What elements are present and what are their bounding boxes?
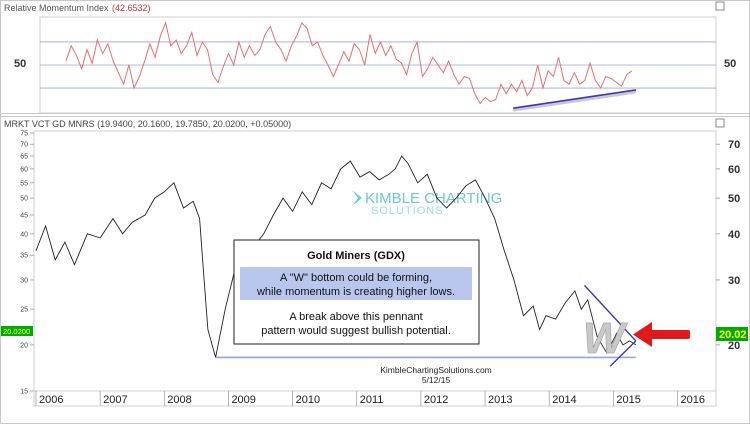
x-axis-label: 2015 — [616, 394, 640, 406]
x-axis-label: 2014 — [552, 394, 576, 406]
price-left-axis: 75 70 65 60 55 50 45 40 35 30 25 20 15 — [20, 131, 34, 396]
watermark-logo: KIMBLE CHARTING SOLUTIONS — [352, 190, 502, 217]
rmi-title: Relative Momentum Index — [4, 3, 109, 13]
left-axis-label: 65 — [20, 154, 28, 161]
right-axis-label: 70 — [728, 139, 740, 151]
x-axis-label: 2009 — [231, 394, 255, 406]
left-axis-label: 35 — [20, 253, 28, 260]
rmi-reference-lines — [40, 41, 716, 89]
left-axis-label: 20 — [20, 342, 28, 349]
left-axis-label: 75 — [20, 131, 28, 138]
annotation-body-line2: pattern would suggest bullish potential. — [261, 325, 451, 337]
annotation-box: Gold Miners (GDX) A "W" bottom could be … — [233, 239, 480, 345]
right-axis-label: 60 — [728, 164, 740, 176]
x-axis-label: 2012 — [424, 394, 448, 406]
x-axis-label: 2011 — [360, 394, 384, 406]
price-header: MRKT VCT GD MNRS (19.9400, 20.1600, 19.7… — [4, 119, 291, 129]
right-axis-label: 50 — [728, 193, 740, 205]
left-price-tag-text: 20.0200 — [3, 327, 30, 336]
rmi-corner-box[interactable] — [715, 1, 725, 11]
right-axis-label: 40 — [728, 229, 740, 241]
rmi-series-line — [65, 21, 633, 105]
rmi-left-tick-50: 50 — [14, 58, 26, 70]
rmi-panel: Relative Momentum Index (42.6532) 50 50 — [0, 0, 750, 114]
right-axis-label: 20 — [728, 340, 740, 352]
right-price-tag-text: 20.02 — [719, 329, 747, 341]
left-axis-label: 30 — [20, 277, 28, 284]
price-series-line — [35, 155, 637, 358]
price-corner-box[interactable] — [715, 118, 725, 128]
left-axis-label: 40 — [20, 231, 28, 238]
watermark-arrow-icon — [352, 190, 362, 206]
footer-site: KimbleChartingSolutions.com — [380, 365, 492, 375]
left-axis-label: 50 — [20, 196, 28, 203]
rmi-title-value: (42.6532) — [112, 3, 151, 13]
left-axis-label: 25 — [20, 307, 28, 314]
left-axis-label: 15 — [20, 389, 28, 396]
red-arrow-icon — [633, 322, 690, 347]
x-axis-label: 2013 — [488, 394, 512, 406]
price-right-axis: 70 60 50 40 30 20 — [716, 139, 740, 352]
left-axis-label: 55 — [20, 180, 28, 187]
annotation-title: Gold Miners (GDX) — [307, 250, 405, 262]
watermark-line2: SOLUTIONS — [371, 205, 444, 217]
x-axis-label: 2008 — [167, 394, 191, 406]
w-pattern-letter: W — [583, 314, 628, 363]
x-axis: 2006 2007 2008 2009 2010 2011 2012 2013 2014 2015… — [35, 391, 705, 406]
footer-date: 5/12/15 — [422, 375, 451, 385]
right-price-tag — [716, 327, 748, 341]
rmi-right-tick-50: 50 — [724, 58, 736, 70]
annotation-highlight — [240, 267, 472, 300]
annotation-highlight-line1: A "W" bottom could be forming, — [280, 272, 432, 284]
x-axis-label: 2007 — [103, 394, 127, 406]
x-axis-label: 2006 — [39, 394, 63, 406]
watermark-line1: KIMBLE CHARTING — [365, 190, 502, 207]
right-axis-label: 30 — [728, 275, 740, 287]
rmi-trendline-shadow — [512, 90, 637, 112]
left-axis-label: 45 — [20, 212, 28, 219]
x-axis-label: 2010 — [296, 394, 320, 406]
left-price-tag — [1, 326, 33, 336]
price-panel: MRKT VCT GD MNRS (19.9400, 20.1600, 19.7… — [0, 116, 750, 424]
annotation-body-line1: A break above this pennant — [289, 311, 422, 323]
pennant-upper-line — [583, 284, 637, 342]
x-axis-label: 2016 — [681, 394, 705, 406]
pennant-lower-line — [609, 340, 637, 367]
left-axis-label: 70 — [20, 142, 28, 149]
left-axis-label: 60 — [20, 166, 28, 173]
annotation-highlight-line2: while momentum is creating higher lows. — [256, 286, 455, 298]
rmi-trendline — [513, 89, 637, 109]
x-axis-band — [33, 390, 717, 407]
